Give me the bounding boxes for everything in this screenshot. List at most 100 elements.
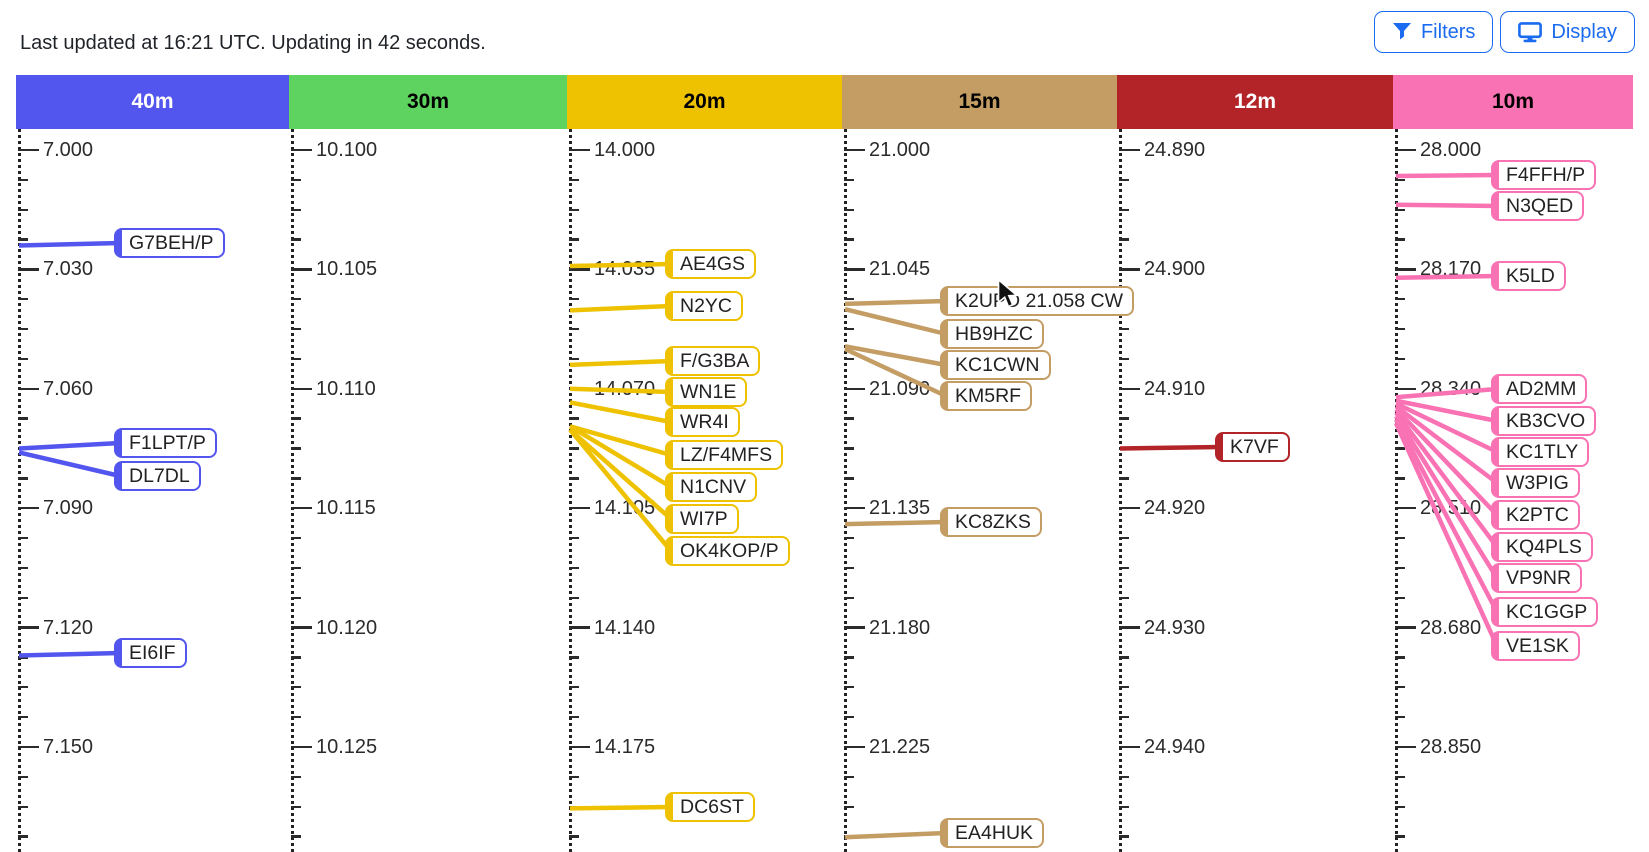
spot-KC1CWN[interactable]: KC1CWN <box>940 350 1051 380</box>
frequency-label: 21.180 <box>869 616 931 639</box>
frequency-label: 14.175 <box>594 736 656 758</box>
major-tick <box>18 745 39 749</box>
major-tick <box>844 268 865 271</box>
minor-tick <box>844 686 854 689</box>
spot-line <box>569 804 672 811</box>
minor-tick <box>844 208 854 211</box>
spot-line <box>844 307 947 337</box>
spot-KC1GGP[interactable]: KC1GGP <box>1491 597 1599 627</box>
frequency-label: 14.140 <box>594 616 656 639</box>
minor-tick <box>291 775 301 779</box>
spot-line <box>1395 202 1498 209</box>
frequency-label: 14.105 <box>594 497 656 520</box>
minor-tick <box>844 835 854 838</box>
frequency-label: 7.120 <box>43 616 94 639</box>
spot-DL7DL[interactable]: DL7DL <box>114 461 201 491</box>
spot-line <box>1394 404 1499 485</box>
spot-G7BEH/P[interactable]: G7BEH/P <box>114 228 225 258</box>
spot-K2PTC[interactable]: K2PTC <box>1491 500 1580 530</box>
spot-line <box>569 400 672 425</box>
minor-tick <box>1119 536 1129 540</box>
spot-N3QED[interactable]: N3QED <box>1491 191 1585 221</box>
spot-KC1TLY[interactable]: KC1TLY <box>1491 437 1590 467</box>
spot-F/G3BA[interactable]: F/G3BA <box>665 346 761 376</box>
spot-K2UPD[interactable]: K2UPD 21.058 CW <box>940 286 1134 316</box>
minor-tick <box>18 775 28 779</box>
major-tick <box>291 745 312 749</box>
spot-EI6IF[interactable]: EI6IF <box>114 638 187 668</box>
minor-tick <box>569 357 579 361</box>
major-tick <box>1119 268 1140 271</box>
spot-W3PIG[interactable]: W3PIG <box>1491 468 1580 498</box>
major-tick <box>1119 626 1140 629</box>
minor-tick <box>844 656 854 659</box>
spot-KM5RF[interactable]: KM5RF <box>940 381 1033 411</box>
frequency-label: 24.940 <box>1144 736 1206 758</box>
major-tick <box>1395 626 1416 629</box>
spot-OK4KOP/P[interactable]: OK4KOP/P <box>665 536 790 566</box>
minor-tick <box>1395 686 1405 689</box>
spot-KB3CVO[interactable]: KB3CVO <box>1491 406 1597 436</box>
spot-WN1E[interactable]: WN1E <box>665 377 748 407</box>
frequency-label: 24.890 <box>1144 139 1206 161</box>
spot-VP9NR[interactable]: VP9NR <box>1491 563 1583 593</box>
spot-KQ4PLS[interactable]: KQ4PLS <box>1491 532 1593 562</box>
major-tick <box>291 387 312 390</box>
minor-tick <box>18 477 28 480</box>
spot-F1LPT/P[interactable]: F1LPT/P <box>114 428 217 458</box>
minor-tick <box>569 715 579 719</box>
spot-N1CNV[interactable]: N1CNV <box>665 472 758 502</box>
spot-AE4GS[interactable]: AE4GS <box>665 249 757 279</box>
frequency-label: 10.115 <box>316 497 376 520</box>
frequency-label: 28.850 <box>1420 736 1482 758</box>
spot-K7VF[interactable]: K7VF <box>1215 432 1290 462</box>
minor-tick <box>1395 447 1405 450</box>
spot-WR4I[interactable]: WR4I <box>665 407 740 437</box>
spot-line <box>569 303 672 313</box>
minor-tick <box>18 298 28 301</box>
band-header-30m: 30m <box>289 75 567 129</box>
minor-tick <box>569 417 579 420</box>
spot-VE1SK[interactable]: VE1SK <box>1491 631 1580 661</box>
minor-tick <box>1119 417 1129 420</box>
spot-F4FFH/P[interactable]: F4FFH/P <box>1491 160 1597 190</box>
minor-tick <box>18 835 28 838</box>
spot-DC6ST[interactable]: DC6ST <box>665 792 755 822</box>
minor-tick <box>291 208 301 211</box>
minor-tick <box>1119 178 1129 182</box>
frequency-label: 7.150 <box>43 736 94 758</box>
spot-K5LD[interactable]: K5LD <box>1491 261 1566 291</box>
minor-tick <box>569 447 579 450</box>
major-tick <box>291 268 312 271</box>
minor-tick <box>1395 805 1405 808</box>
major-tick <box>1395 507 1416 510</box>
spot-EA4HUK[interactable]: EA4HUK <box>940 818 1045 848</box>
major-tick <box>1119 387 1140 390</box>
major-tick <box>18 148 39 152</box>
spot-line <box>18 650 121 658</box>
minor-tick <box>1395 417 1405 420</box>
spot-N2YC[interactable]: N2YC <box>665 291 744 321</box>
band-header-10m: 10m <box>1393 75 1633 129</box>
major-tick <box>844 148 865 152</box>
filters-button-label: Filters <box>1420 20 1476 43</box>
minor-tick <box>844 596 854 599</box>
minor-tick <box>1395 477 1405 480</box>
filters-button[interactable]: Filters <box>1373 11 1494 53</box>
minor-tick <box>18 596 28 599</box>
major-tick <box>844 626 865 629</box>
spot-WI7P[interactable]: WI7P <box>665 504 739 534</box>
minor-tick <box>844 715 854 719</box>
major-tick <box>291 507 312 510</box>
major-tick <box>291 626 312 629</box>
spot-line <box>844 830 947 840</box>
minor-tick <box>1119 477 1129 480</box>
major-tick <box>569 387 590 390</box>
spot-LZ/F4MFS[interactable]: LZ/F4MFS <box>665 440 784 470</box>
minor-tick <box>291 596 301 599</box>
minor-tick <box>1119 327 1129 331</box>
spot-HB9HZC[interactable]: HB9HZC <box>940 319 1045 349</box>
display-button[interactable]: Display <box>1500 11 1635 53</box>
spot-AD2MM[interactable]: AD2MM <box>1491 374 1588 404</box>
spot-KC8ZKS[interactable]: KC8ZKS <box>940 507 1042 537</box>
